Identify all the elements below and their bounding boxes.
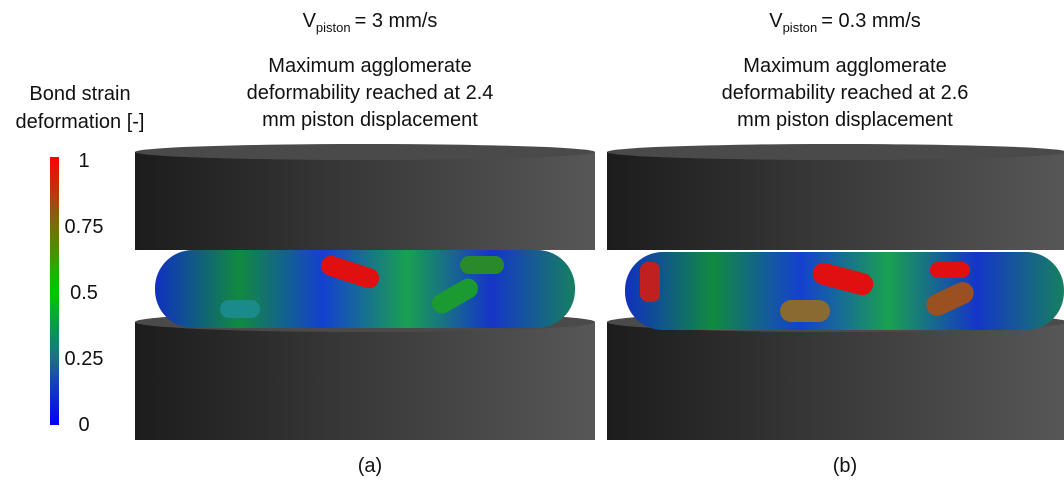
panel-label: (a)	[358, 455, 382, 477]
colorbar-tick-label: 0.25	[65, 348, 104, 370]
velocity-symbol: V	[303, 10, 317, 32]
particle	[930, 262, 970, 278]
velocity-label: Vpiston = 3 mm/s	[303, 10, 438, 35]
bottom-piston	[135, 322, 595, 440]
velocity-subscript: piston	[783, 20, 818, 35]
particle	[780, 300, 830, 322]
colorbar-title: Bond strain	[29, 83, 130, 105]
caption-line: mm piston displacement	[737, 109, 953, 131]
top-piston	[135, 152, 595, 250]
bottom-piston	[607, 322, 1064, 440]
agglomerate	[625, 252, 1064, 330]
caption-line: Maximum agglomerate	[743, 55, 946, 77]
colorbar-tick-label: 0	[78, 414, 89, 436]
colorbar-tick-label: 0.75	[65, 216, 104, 238]
colorbar	[50, 157, 59, 425]
velocity-label: Vpiston= 0.3 mm/s	[769, 10, 921, 35]
figure: Bond strain deformation [-] 1 0.75 0.5 0.25…	[0, 0, 1064, 480]
piston-face	[607, 144, 1064, 160]
caption-line: deformability reached at 2.6	[722, 82, 969, 104]
particle	[460, 256, 504, 274]
particle	[220, 300, 260, 318]
velocity-subscript: piston	[316, 20, 351, 35]
agglomerate	[155, 250, 575, 328]
panel-a	[135, 144, 595, 440]
panel-b	[607, 144, 1064, 440]
colorbar-title: deformation [-]	[16, 111, 145, 133]
colorbar-tick-label: 1	[78, 150, 89, 172]
caption-line: mm piston displacement	[262, 109, 478, 131]
top-piston	[607, 152, 1064, 250]
velocity-value: = 0.3 mm/s	[821, 10, 920, 32]
velocity-value: = 3 mm/s	[355, 10, 438, 32]
caption-line: deformability reached at 2.4	[247, 82, 494, 104]
particle	[640, 262, 660, 302]
panel-label: (b)	[833, 455, 857, 477]
velocity-symbol: V	[769, 10, 783, 32]
piston-face	[135, 144, 595, 160]
caption-line: Maximum agglomerate	[268, 55, 471, 77]
colorbar-tick-label: 0.5	[70, 282, 98, 304]
